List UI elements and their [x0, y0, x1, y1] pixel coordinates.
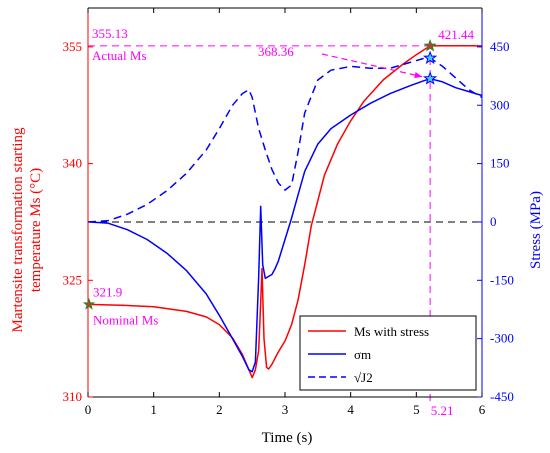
y-left-tick-label: 355 — [63, 39, 83, 54]
legend-box — [299, 315, 477, 391]
x-tick-label: 0 — [85, 402, 92, 417]
j2-peak-value-label: 421.44 — [438, 27, 474, 42]
legend-label-2: √J2 — [354, 370, 373, 385]
x-tick-label: 2 — [216, 402, 223, 417]
y-left-tick-label: 325 — [63, 272, 83, 287]
annotations: 355.13 Actual Ms 321.9 Nominal Ms 421.44 368.… — [82, 26, 474, 418]
y-right-tick-label: 0 — [490, 214, 497, 229]
x-tick-label: 1 — [150, 402, 157, 417]
annotation-arrow-head — [414, 72, 423, 79]
legend: Ms with stress σm √J2 — [299, 315, 477, 391]
axes: 0 1 2 3 4 5 6 310 325 340 355 -450 -300 -150 0 150 300 45… — [63, 7, 514, 417]
legend-label-1: σm — [354, 347, 371, 362]
y-right-tick-label: 300 — [490, 97, 510, 112]
legend-label-0: Ms with stress — [354, 324, 429, 339]
x-axis-title: Time (s) — [262, 430, 313, 446]
series-line-sigma-m — [87, 77, 483, 373]
y-right-tick-label: 450 — [490, 39, 510, 54]
nominal-ms-value-label: 321.9 — [93, 284, 122, 299]
actual-ms-text-label: Actual Ms — [92, 48, 147, 63]
x-tick-label: 4 — [347, 402, 354, 417]
y-axis-right-title: Stress (MPa) — [528, 191, 544, 269]
time-marker-label: 5.21 — [431, 403, 454, 418]
plot-area — [87, 44, 483, 403]
annotation-arrow-line — [321, 53, 423, 78]
x-tick-label: 5 — [413, 402, 420, 417]
nominal-ms-star-marker — [82, 297, 96, 310]
j2-peak-star-marker — [423, 50, 438, 65]
y-right-tick-label: 150 — [490, 156, 510, 171]
y-right-tick-label: -300 — [490, 331, 514, 346]
x-tick-label: 6 — [479, 402, 486, 417]
actual-ms-value-label: 355.13 — [92, 26, 128, 41]
nominal-ms-text-label: Nominal Ms — [93, 312, 158, 327]
series-line-sqrt-j2 — [87, 57, 483, 223]
y-left-tick-label: 340 — [63, 156, 83, 171]
x-tick-label: 3 — [282, 402, 289, 417]
y-left-tick-label: 310 — [63, 389, 83, 404]
y-axis-left-title-line2: temperature Ms (°C) — [28, 168, 44, 292]
y-right-tick-label: -150 — [490, 272, 514, 287]
actual-ms-star-marker — [423, 38, 437, 52]
sigma-peak-value-label: 368.36 — [258, 44, 294, 59]
y-axis-left-title-line1: Martensite transformation starting — [10, 127, 26, 332]
y-right-tick-label: -450 — [490, 389, 514, 404]
sigma-m-peak-star-marker — [423, 71, 438, 85]
